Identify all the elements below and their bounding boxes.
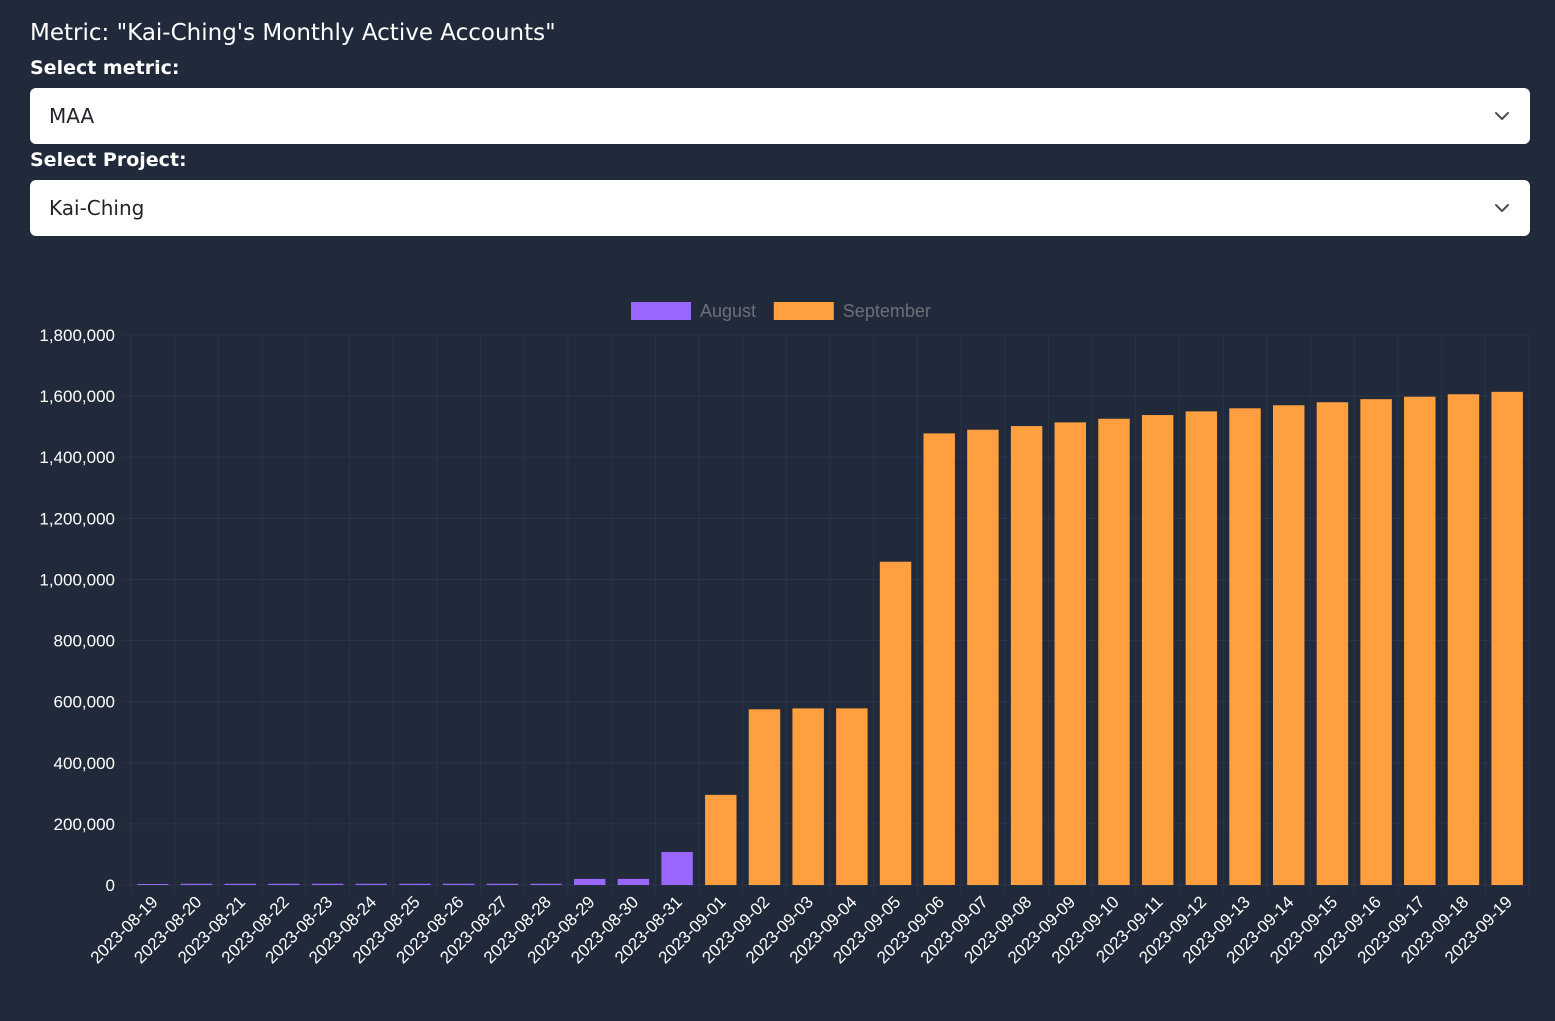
bar-september-2023-09-08[interactable] <box>1010 426 1043 885</box>
bar-august-2023-08-28[interactable] <box>530 883 562 885</box>
bar-september-2023-09-11[interactable] <box>1141 415 1174 885</box>
y-tick-label: 1,000,000 <box>39 570 115 589</box>
bar-chart: August September 0 200,000 400,000 600,000 80… <box>39 301 1530 967</box>
chart-bars <box>137 391 1523 885</box>
page-title: Metric: "Kai-Ching's Monthly Active Acco… <box>30 20 556 46</box>
y-tick-label: 1,800,000 <box>39 326 115 345</box>
bar-september-2023-09-16[interactable] <box>1360 399 1392 885</box>
y-tick-label: 800,000 <box>54 632 115 651</box>
bar-september-2023-09-04[interactable] <box>836 708 868 885</box>
bar-september-2023-09-13[interactable] <box>1229 408 1261 885</box>
bar-september-2023-09-18[interactable] <box>1447 394 1480 885</box>
bar-august-2023-08-20[interactable] <box>180 883 213 885</box>
bar-september-2023-09-10[interactable] <box>1098 418 1130 885</box>
bar-august-2023-08-21[interactable] <box>224 883 256 885</box>
chevron-down-icon <box>1495 112 1509 120</box>
bar-august-2023-08-29[interactable] <box>573 878 606 885</box>
legend-label-august[interactable]: August <box>700 301 756 321</box>
bar-august-2023-08-31[interactable] <box>661 852 693 885</box>
bar-august-2023-08-23[interactable] <box>311 883 344 885</box>
bar-september-2023-09-07[interactable] <box>967 429 999 885</box>
x-axis: 2023-08-192023-08-202023-08-212023-08-22… <box>87 892 1516 967</box>
project-select-label: Select Project: <box>30 149 187 171</box>
bar-august-2023-08-30[interactable] <box>617 878 650 885</box>
chart-grid <box>123 334 1530 893</box>
bar-september-2023-09-17[interactable] <box>1404 396 1436 885</box>
metric-select[interactable]: MAA <box>30 88 1530 144</box>
bar-september-2023-09-19[interactable] <box>1491 391 1523 885</box>
y-axis: 0 200,000 400,000 600,000 800,000 1,000,000 1,… <box>39 326 115 895</box>
bar-september-2023-09-15[interactable] <box>1316 402 1349 885</box>
bar-september-2023-09-06[interactable] <box>923 433 955 885</box>
y-tick-label: 1,200,000 <box>39 509 115 528</box>
legend-label-september[interactable]: September <box>843 301 931 321</box>
bar-september-2023-09-09[interactable] <box>1054 422 1087 885</box>
y-tick-label: 600,000 <box>54 693 115 712</box>
y-tick-label: 0 <box>106 876 115 895</box>
chart-legend[interactable]: August September <box>631 301 931 321</box>
bar-august-2023-08-25[interactable] <box>399 883 431 885</box>
bar-september-2023-09-01[interactable] <box>705 794 737 885</box>
y-tick-label: 200,000 <box>54 815 115 834</box>
legend-swatch-september <box>773 302 834 320</box>
bar-august-2023-08-22[interactable] <box>268 883 300 885</box>
bar-august-2023-08-19[interactable] <box>137 884 169 885</box>
bar-august-2023-08-24[interactable] <box>355 883 388 885</box>
y-tick-label: 1,600,000 <box>39 387 115 406</box>
bar-september-2023-09-12[interactable] <box>1185 411 1218 885</box>
y-tick-label: 1,400,000 <box>39 448 115 467</box>
metric-select-label: Select metric: <box>30 57 180 79</box>
chevron-down-icon <box>1495 204 1509 212</box>
bar-september-2023-09-14[interactable] <box>1272 405 1305 885</box>
bar-august-2023-08-27[interactable] <box>486 883 519 885</box>
metric-select-value: MAA <box>49 104 95 128</box>
project-select-value: Kai-Ching <box>49 196 145 220</box>
legend-swatch-august <box>631 302 691 320</box>
bar-august-2023-08-26[interactable] <box>442 883 475 885</box>
bar-september-2023-09-02[interactable] <box>748 709 781 885</box>
project-select[interactable]: Kai-Ching <box>30 180 1530 236</box>
y-tick-label: 400,000 <box>54 754 115 773</box>
bar-september-2023-09-05[interactable] <box>879 561 912 885</box>
bar-september-2023-09-03[interactable] <box>792 708 824 885</box>
